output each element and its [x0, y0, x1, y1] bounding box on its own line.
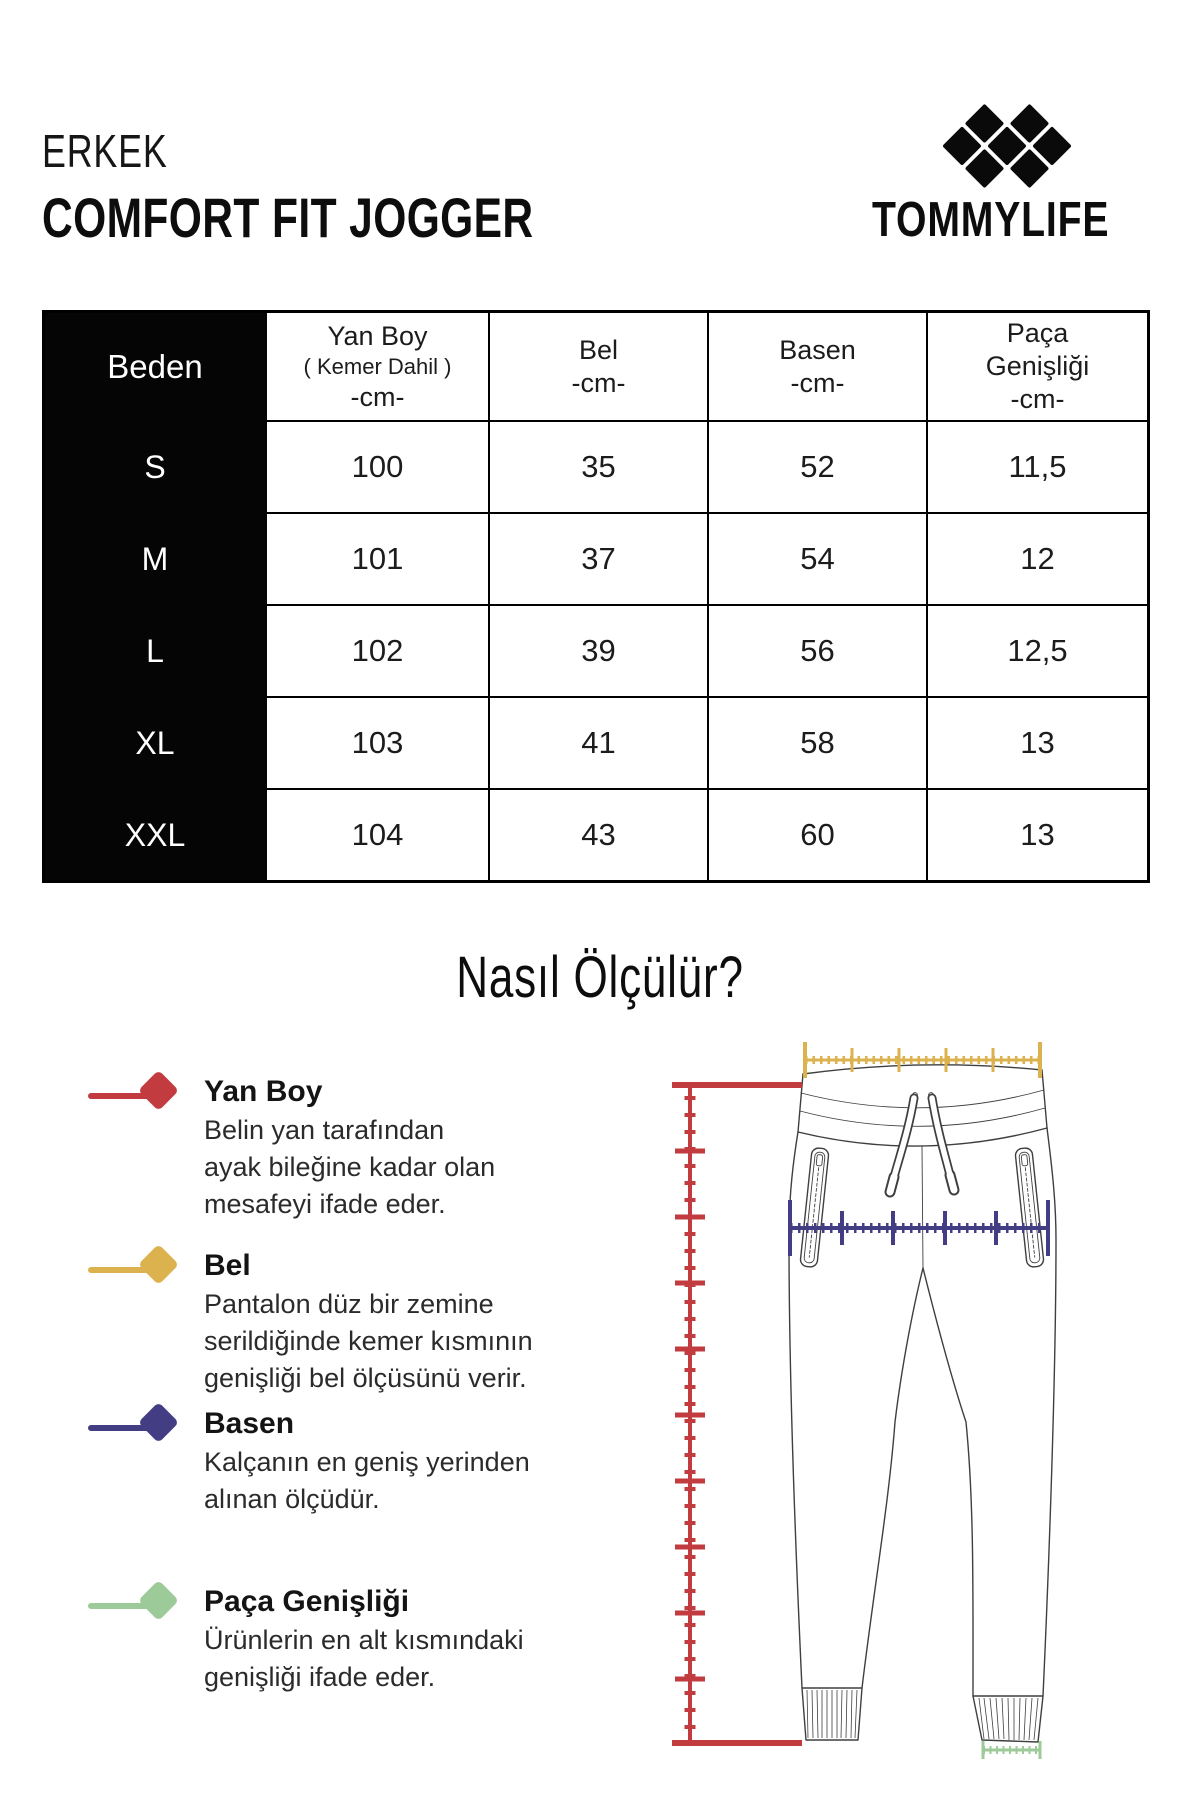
legend-label: Paça Genişliği: [204, 1585, 410, 1618]
legend-description: Ürünlerin en alt kısmındaki: [204, 1625, 524, 1655]
bel-ruler: [803, 1042, 1042, 1078]
col-header-yan-boy: Yan Boy ( Kemer Dahil ) -cm-: [267, 313, 490, 422]
brand-logo-icon: [943, 104, 1071, 188]
legend-description: genişliği ifade eder.: [204, 1662, 436, 1692]
legend-item-yan-boy: Yan Boy Belin yan tarafından ayak bileği…: [88, 1069, 496, 1223]
legend-description: serildiğinde kemer kısmının: [204, 1326, 533, 1356]
legend-description: mesafeyi ifade eder.: [204, 1189, 446, 1219]
col-header-basen: Basen -cm-: [709, 313, 928, 422]
legend-label: Yan Boy: [204, 1075, 323, 1108]
table-cell: 39: [490, 606, 709, 698]
table-cell: 104: [267, 790, 490, 880]
product-name: COMFORT FIT JOGGER: [42, 185, 534, 249]
table-cell: 11,5: [928, 422, 1147, 514]
left-cuff: [801, 1687, 863, 1741]
table-cell: 52: [709, 422, 928, 514]
jogger-diagram: [672, 1042, 1057, 1759]
legend-item-bel: Bel Pantalon düz bir zemine serildiğinde…: [88, 1243, 533, 1397]
legend-description: Kalçanın en geniş yerinden: [204, 1447, 530, 1477]
table-cell: 41: [490, 698, 709, 790]
table-cell: 100: [267, 422, 490, 514]
size-cell: XL: [45, 698, 267, 790]
table-cell: 56: [709, 606, 928, 698]
table-cell: 35: [490, 422, 709, 514]
table-cell: 13: [928, 698, 1147, 790]
legend-label: Basen: [204, 1407, 295, 1440]
right-zip-pocket: [1014, 1147, 1045, 1268]
table-cell: 58: [709, 698, 928, 790]
size-cell: XXL: [45, 790, 267, 880]
left-zip-pocket: [799, 1147, 830, 1268]
legend-item-paca-genisligi: Paça Genişliği Ürünlerin en alt kısmında…: [88, 1579, 524, 1696]
right-cuff: [972, 1695, 1044, 1743]
basen-ruler: [788, 1200, 1050, 1256]
paca-diamond-marker-icon: [88, 1579, 184, 1629]
legend-description: Belin yan tarafından: [204, 1115, 445, 1145]
col-header-beden: Beden: [45, 313, 267, 422]
legend-description: alınan ölçüdür.: [204, 1484, 380, 1514]
table-cell: 43: [490, 790, 709, 880]
legend-description: ayak bileğine kadar olan: [204, 1152, 496, 1182]
size-cell: L: [45, 606, 267, 698]
table-cell: 102: [267, 606, 490, 698]
legend-item-basen: Basen Kalçanın en geniş yerinden alınan …: [88, 1401, 530, 1518]
table-cell: 54: [709, 514, 928, 606]
legend-description: genişliği bel ölçüsünü verir.: [204, 1363, 527, 1393]
table-cell: 13: [1020, 817, 1055, 852]
table-cell: 60: [709, 790, 928, 880]
size-cell: M: [45, 514, 267, 606]
yan-boy-ruler: [672, 1082, 802, 1746]
table-cell: 103: [267, 698, 490, 790]
col-header-paca-genisligi: Paça Genişliği -cm-: [928, 313, 1147, 422]
paca-genisligi-ruler: [981, 1741, 1042, 1759]
drawstring-cords: [884, 1093, 960, 1198]
table-cell: 12,5: [928, 606, 1147, 698]
yan-boy-diamond-marker-icon: [88, 1069, 184, 1119]
basen-diamond-marker-icon: [88, 1401, 184, 1451]
size-cell: S: [45, 422, 267, 514]
legend-description: Pantalon düz bir zemine: [204, 1289, 494, 1319]
table-cell: 37: [490, 514, 709, 606]
table-cell: 101: [267, 514, 490, 606]
section-title: Nasıl Ölçülür?: [456, 945, 744, 1010]
size-table: Beden Yan Boy ( Kemer Dahil ) -cm- Bel -…: [42, 310, 1150, 883]
table-cell: 12: [928, 514, 1147, 606]
legend-label: Bel: [204, 1249, 251, 1282]
product-title-block: ERKEK COMFORT FIT JOGGER: [42, 126, 689, 248]
bel-diamond-marker-icon: [88, 1243, 184, 1293]
brand-name: TOMMYLIFE: [872, 193, 1110, 247]
category-title: ERKEK: [42, 125, 168, 177]
col-header-bel: Bel -cm-: [490, 313, 709, 422]
